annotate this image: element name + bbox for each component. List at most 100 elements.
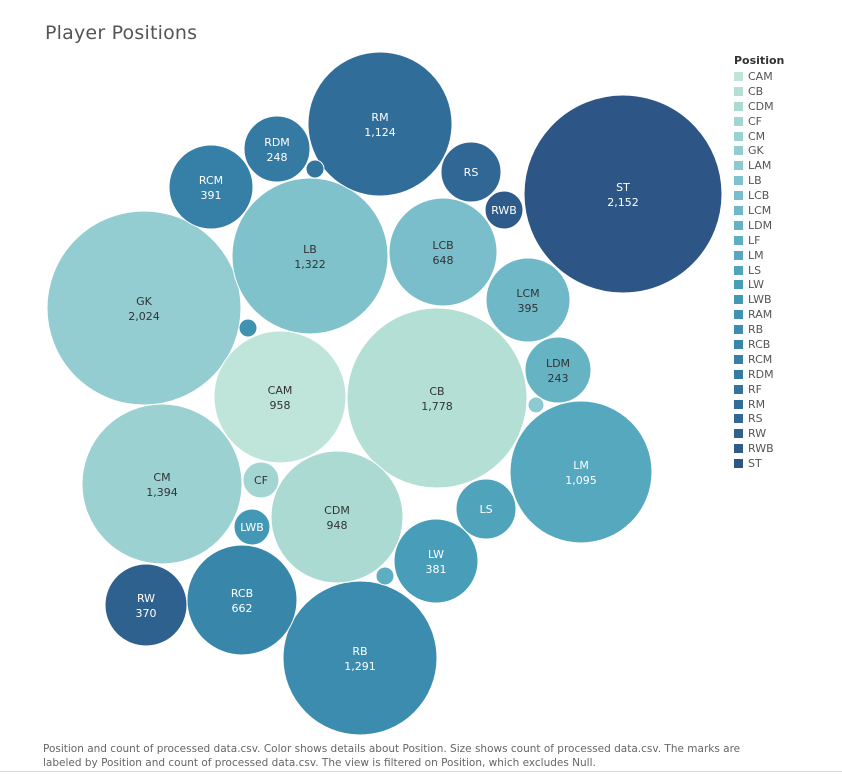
bubble-circle-rm[interactable]	[307, 51, 453, 197]
bubble-label-cam: CAM	[268, 384, 293, 397]
legend-item-lwb[interactable]: LWB	[734, 292, 834, 307]
bubble-lcb[interactable]: LCB 648	[388, 197, 498, 307]
bubble-circle-lam[interactable]	[527, 396, 545, 414]
bubble-circle-rdm[interactable]	[243, 115, 311, 183]
bubble-rdm[interactable]: RDM 248	[243, 115, 311, 183]
bubble-ldm[interactable]: LDM 243	[524, 336, 592, 404]
bubble-circle-lm[interactable]	[509, 400, 653, 544]
bubble-circle-rw[interactable]	[104, 563, 188, 647]
legend-label: RB	[748, 323, 764, 337]
legend-item-lcb[interactable]: LCB	[734, 188, 834, 203]
bubble-rs[interactable]: RS	[440, 141, 502, 203]
bubble-circle-lw[interactable]	[393, 518, 479, 604]
bubble-cf[interactable]: CF	[242, 461, 280, 499]
bubble-circle-rb[interactable]	[282, 580, 438, 736]
legend-item-rf[interactable]: RF	[734, 382, 834, 397]
bubble-circle-lwb[interactable]	[233, 508, 271, 546]
legend-item-ram[interactable]: RAM	[734, 307, 834, 322]
bubble-lcm[interactable]: LCM 395	[485, 257, 571, 343]
bubble-circle-rcb[interactable]	[186, 544, 298, 656]
legend-item-cdm[interactable]: CDM	[734, 99, 834, 114]
legend-swatch	[734, 116, 743, 126]
bubble-circle-cam[interactable]	[213, 330, 347, 464]
legend-item-ldm[interactable]: LDM	[734, 218, 834, 233]
bubble-circle-cb[interactable]	[346, 307, 528, 489]
bubble-circle-cf[interactable]	[242, 461, 280, 499]
legend-swatch	[734, 354, 743, 364]
bubble-ram[interactable]	[238, 318, 258, 338]
legend-swatch	[734, 146, 743, 156]
bubble-lwb[interactable]: LWB	[233, 508, 271, 546]
legend-item-rw[interactable]: RW	[734, 426, 834, 441]
bubble-lm[interactable]: LM 1,095	[509, 400, 653, 544]
legend-item-lw[interactable]: LW	[734, 277, 834, 292]
bubble-lb[interactable]: LB 1,322	[231, 177, 389, 335]
bubble-lf[interactable]	[375, 566, 395, 586]
legend-item-lb[interactable]: LB	[734, 173, 834, 188]
bubble-value-rw: 370	[136, 607, 157, 620]
bubble-cm[interactable]: CM 1,394	[81, 403, 243, 565]
legend-label: LB	[748, 174, 762, 188]
bubble-circle-rcm[interactable]	[168, 144, 254, 230]
bubble-circle-rs[interactable]	[440, 141, 502, 203]
bubble-rcm[interactable]: RCM 391	[168, 144, 254, 230]
legend-label: LW	[748, 278, 764, 292]
color-legend[interactable]: Position CAM CB CDM CF CM GK LAM LB LCB LCM LDM LF L…	[734, 54, 834, 471]
bubble-value-lcm: 395	[518, 302, 539, 315]
bubble-rm[interactable]: RM 1,124	[307, 51, 453, 197]
bubble-circle-rf[interactable]	[305, 159, 325, 179]
bubble-st[interactable]: ST 2,152	[523, 94, 723, 294]
bubble-lam[interactable]	[527, 396, 545, 414]
bubble-gk[interactable]: GK 2,024	[46, 210, 242, 406]
legend-item-cb[interactable]: CB	[734, 84, 834, 99]
legend-swatch	[734, 339, 743, 349]
legend-label: CDM	[748, 99, 774, 113]
bottom-divider	[0, 771, 842, 772]
bubble-ls[interactable]: LS	[455, 478, 517, 540]
bubble-circle-st[interactable]	[523, 94, 723, 294]
bubble-circle-cdm[interactable]	[270, 450, 404, 584]
legend-item-rb[interactable]: RB	[734, 322, 834, 337]
bubble-circle-lb[interactable]	[231, 177, 389, 335]
bubble-rwb[interactable]: RWB	[484, 190, 524, 230]
bubble-circle-ram[interactable]	[238, 318, 258, 338]
bubble-circle-lcm[interactable]	[485, 257, 571, 343]
legend-item-rm[interactable]: RM	[734, 397, 834, 412]
legend-item-ls[interactable]: LS	[734, 263, 834, 278]
legend-label: GK	[748, 144, 764, 158]
bubble-circle-gk[interactable]	[46, 210, 242, 406]
legend-item-rdm[interactable]: RDM	[734, 367, 834, 382]
bubble-rf[interactable]	[305, 159, 325, 179]
legend-swatch	[734, 295, 743, 305]
bubble-circle-lcb[interactable]	[388, 197, 498, 307]
bubble-rw[interactable]: RW 370	[104, 563, 188, 647]
legend-swatch	[734, 86, 743, 96]
bubble-circle-ls[interactable]	[455, 478, 517, 540]
legend-item-lm[interactable]: LM	[734, 248, 834, 263]
bubble-lw[interactable]: LW 381	[393, 518, 479, 604]
bubble-rcb[interactable]: RCB 662	[186, 544, 298, 656]
legend-item-gk[interactable]: GK	[734, 143, 834, 158]
bubble-label-rs: RS	[464, 166, 479, 179]
legend-item-lf[interactable]: LF	[734, 233, 834, 248]
bubble-circle-cm[interactable]	[81, 403, 243, 565]
bubble-cdm[interactable]: CDM 948	[270, 450, 404, 584]
legend-item-st[interactable]: ST	[734, 456, 834, 471]
legend-label: LCM	[748, 203, 772, 217]
legend-item-cam[interactable]: CAM	[734, 69, 834, 84]
legend-label: LM	[748, 248, 764, 262]
bubble-circle-ldm[interactable]	[524, 336, 592, 404]
legend-item-lcm[interactable]: LCM	[734, 203, 834, 218]
legend-item-rcm[interactable]: RCM	[734, 352, 834, 367]
bubble-cam[interactable]: CAM 958	[213, 330, 347, 464]
bubble-rb[interactable]: RB 1,291	[282, 580, 438, 736]
bubble-cb[interactable]: CB 1,778	[346, 307, 528, 489]
legend-item-rcb[interactable]: RCB	[734, 337, 834, 352]
legend-item-cf[interactable]: CF	[734, 114, 834, 129]
bubble-circle-lf[interactable]	[375, 566, 395, 586]
legend-item-lam[interactable]: LAM	[734, 158, 834, 173]
bubble-circle-rwb[interactable]	[484, 190, 524, 230]
legend-item-rwb[interactable]: RWB	[734, 441, 834, 456]
legend-item-cm[interactable]: CM	[734, 129, 834, 144]
legend-item-rs[interactable]: RS	[734, 411, 834, 426]
